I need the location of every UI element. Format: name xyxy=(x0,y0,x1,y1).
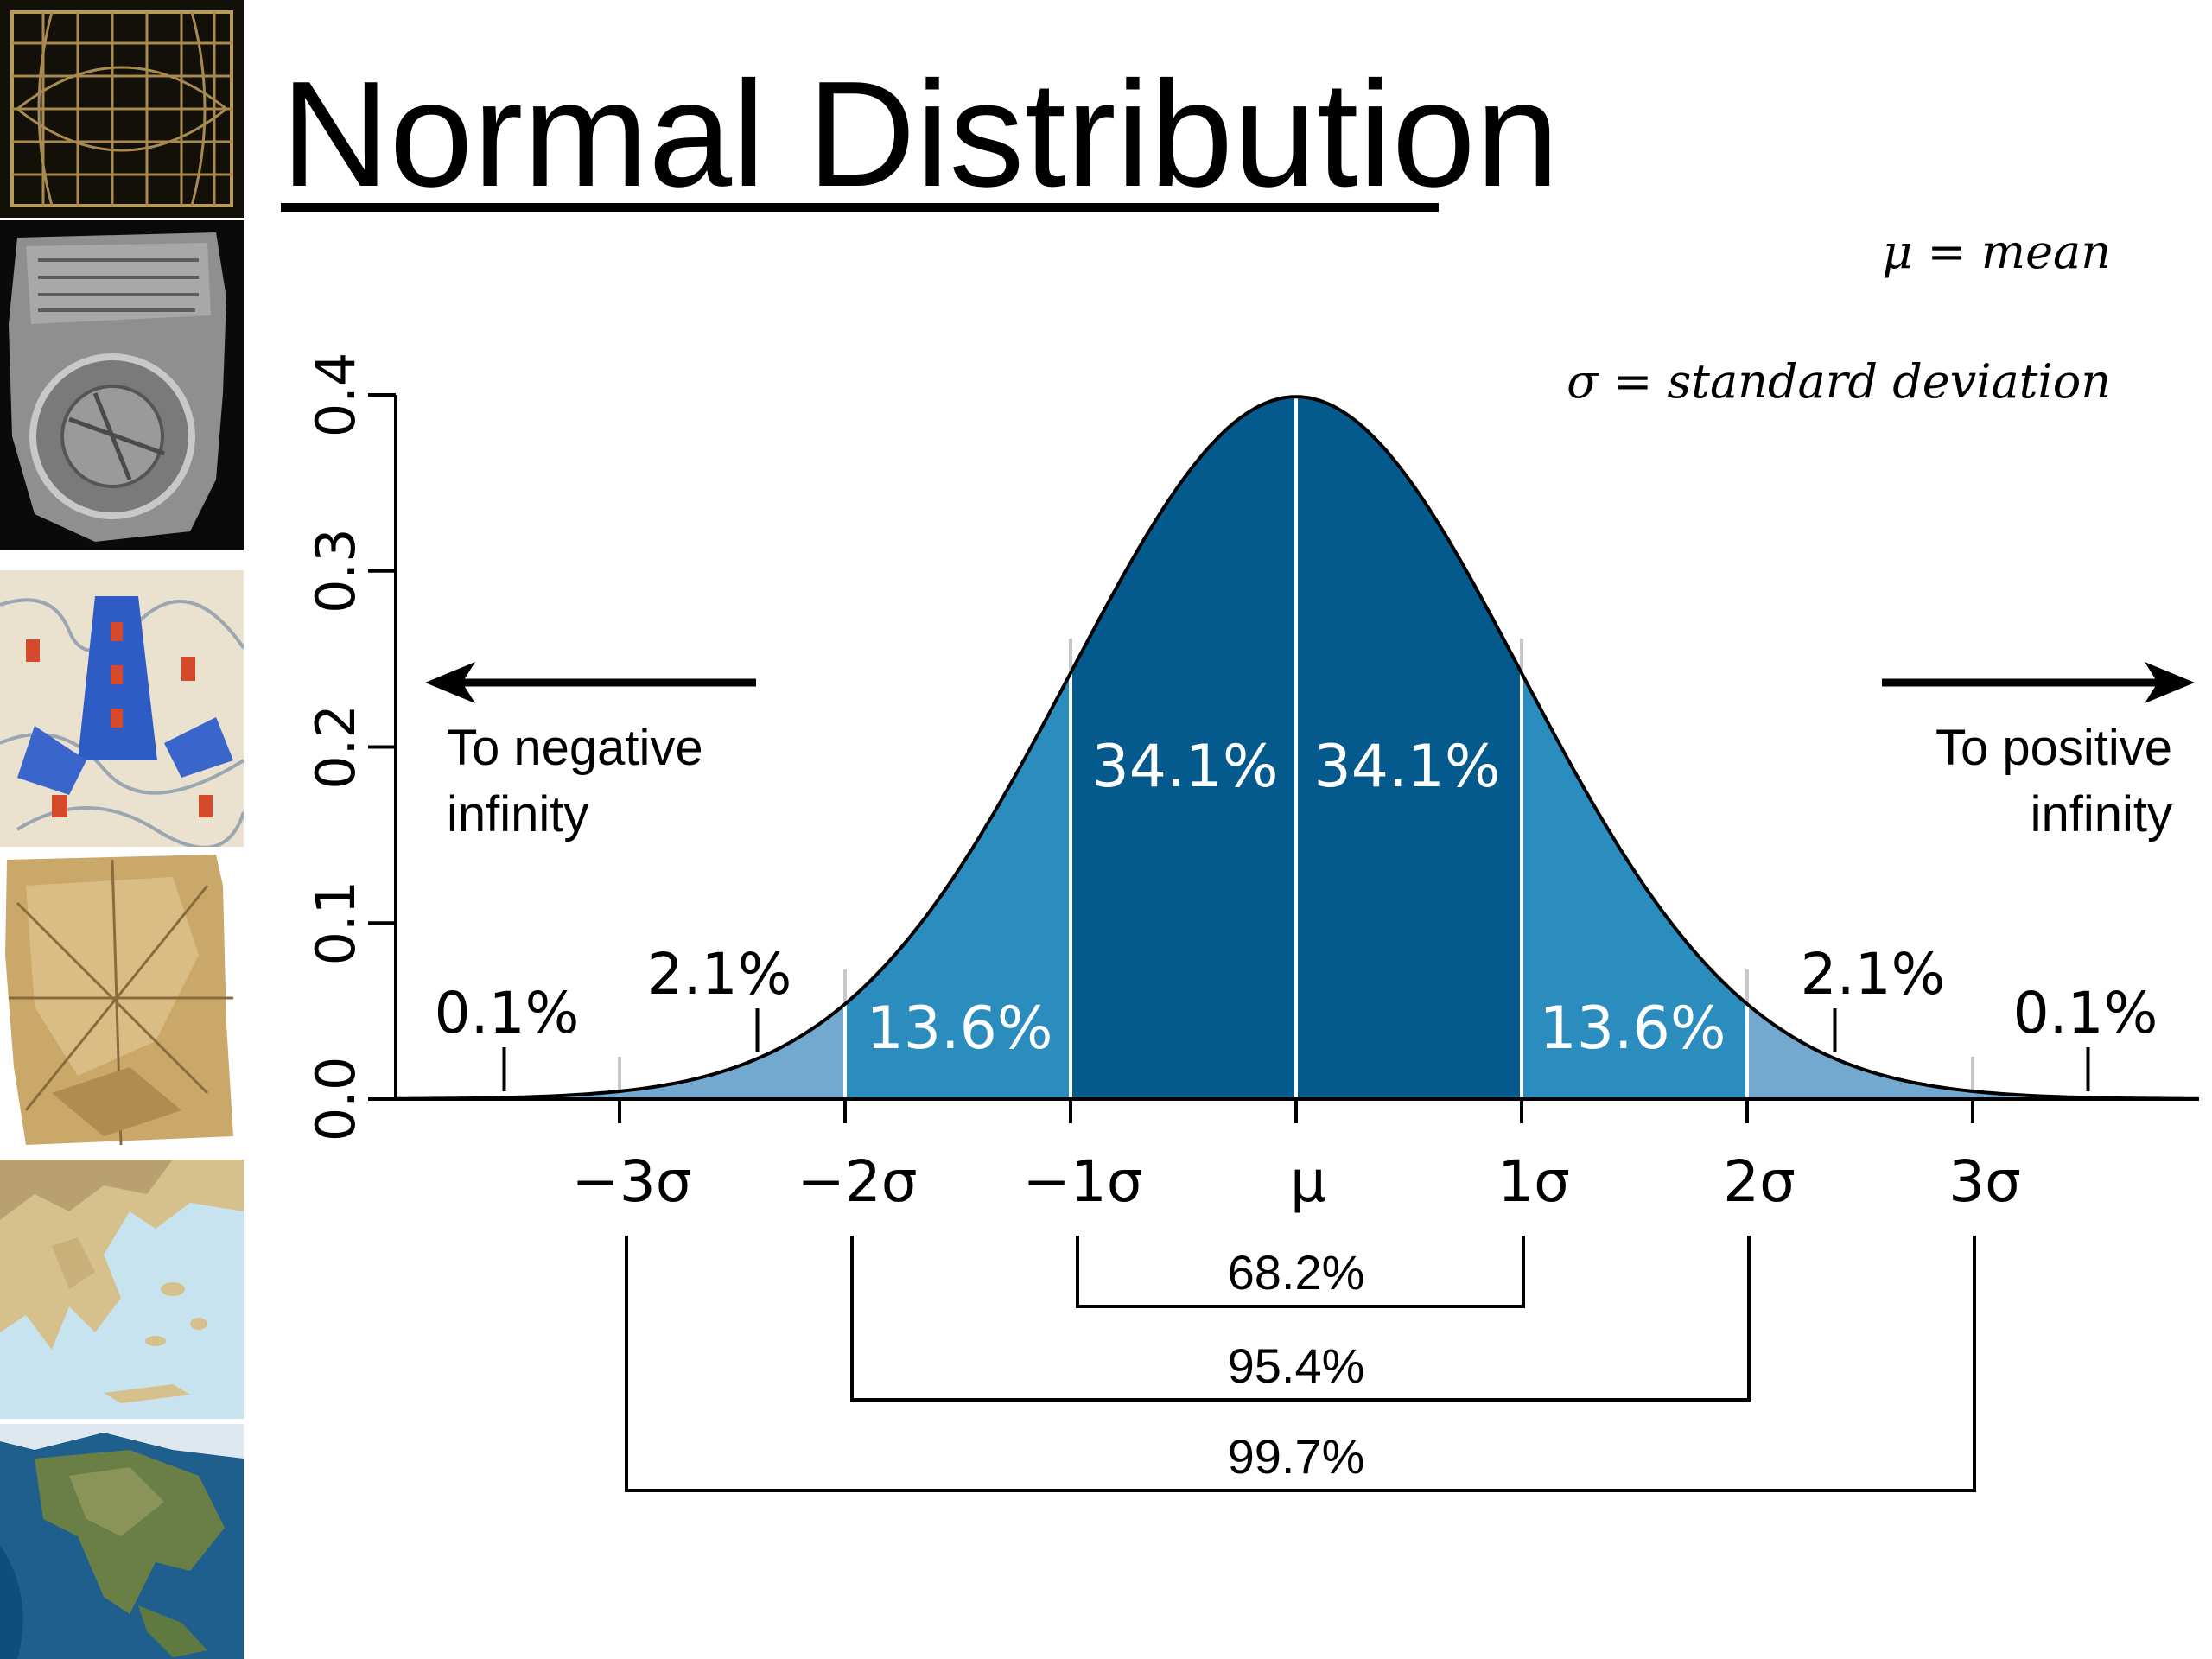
right-arrow-head xyxy=(2145,662,2195,703)
left-arrow-text: To negative xyxy=(447,720,703,776)
mean-definition: μ = mean xyxy=(1882,225,2111,279)
region-percent-label: 34.1% xyxy=(1091,733,1278,801)
right-arrow-text: To positive xyxy=(1936,720,2172,776)
y-tick-label: 0.3 xyxy=(304,528,367,613)
title-underline xyxy=(281,203,1439,212)
sd-definition: σ = standard deviation xyxy=(1567,354,2111,409)
greece-map-thumbnail[interactable] xyxy=(0,1160,244,1419)
x-tick-label: 1σ xyxy=(1497,1148,1570,1215)
north-america-globe-image xyxy=(0,1424,244,1659)
illuminated-map-thumbnail[interactable] xyxy=(0,570,244,847)
percentage-bracket xyxy=(625,1236,1976,1492)
parchment-map-image xyxy=(0,851,244,1149)
right-arrow-text: infinity xyxy=(2031,786,2172,842)
density-curve xyxy=(394,395,2198,1101)
y-tick-label: 0.2 xyxy=(304,704,367,790)
grid-chart-image xyxy=(0,0,244,218)
left-arrow-text: infinity xyxy=(447,786,588,842)
brackets-layer: 68.2% 95.4% 99.7% xyxy=(625,1236,1976,1492)
y-tick-label: 0.1 xyxy=(304,880,367,966)
greece-map-image xyxy=(0,1160,244,1419)
y-tick-label: 0.4 xyxy=(304,353,367,438)
bracket-label: 99.7% xyxy=(1228,1429,1365,1484)
x-tick-label: 2σ xyxy=(1723,1148,1796,1215)
region-percent-label: 13.6% xyxy=(1539,995,1726,1063)
slide-title: Normal Distribution xyxy=(281,49,1560,218)
clay-tablet-image xyxy=(0,220,244,550)
left-arrow-head xyxy=(425,662,475,703)
curve-layer xyxy=(394,395,2198,1101)
x-tick-label: −1σ xyxy=(1022,1148,1142,1215)
y-tick-label: 0.0 xyxy=(304,1057,367,1142)
legend-layer: μ = mean σ = standard deviation xyxy=(1567,225,2111,409)
labels-layer: 13.6% 34.1% 34.1% 13.6% 2.1% 0.1% 2.1% 0.1% xyxy=(435,733,2158,1091)
percentage-bracket xyxy=(1076,1236,1525,1308)
parchment-map-thumbnail[interactable] xyxy=(0,851,244,1149)
tail-fill-right xyxy=(1747,1004,2198,1099)
bracket-label: 68.2% xyxy=(1228,1245,1365,1300)
arrows-layer: To negative infinity To positive infinity xyxy=(425,662,2195,842)
clay-tablet-map-thumbnail[interactable] xyxy=(0,220,244,550)
bracket-label: 95.4% xyxy=(1228,1338,1365,1393)
x-tick-label: −2σ xyxy=(797,1148,917,1215)
axes-layer: 0.0 0.1 0.2 0.3 0.4 −3σ −2σ −1σ μ 1σ 2σ 3σ xyxy=(304,353,2199,1215)
percentage-bracket xyxy=(850,1236,1751,1402)
region-percent-label: 13.6% xyxy=(866,995,1052,1063)
tail-percent-label: 2.1% xyxy=(647,941,792,1007)
tail-percent-label: 0.1% xyxy=(435,980,580,1046)
tail-fill-left xyxy=(394,1004,845,1099)
grid-chart-thumbnail[interactable] xyxy=(0,0,244,218)
x-tick-label: 3σ xyxy=(1948,1148,2021,1215)
tail-percent-label: 0.1% xyxy=(2013,980,2158,1046)
thumbnail-sidebar xyxy=(0,0,246,1659)
x-tick-label: −3σ xyxy=(571,1148,691,1215)
tail-percent-label: 2.1% xyxy=(1801,941,1946,1007)
illuminated-map-image xyxy=(0,570,244,847)
region-percent-label: 34.1% xyxy=(1313,733,1500,801)
north-america-globe-thumbnail[interactable] xyxy=(0,1424,244,1659)
x-tick-label: μ xyxy=(1290,1148,1326,1215)
